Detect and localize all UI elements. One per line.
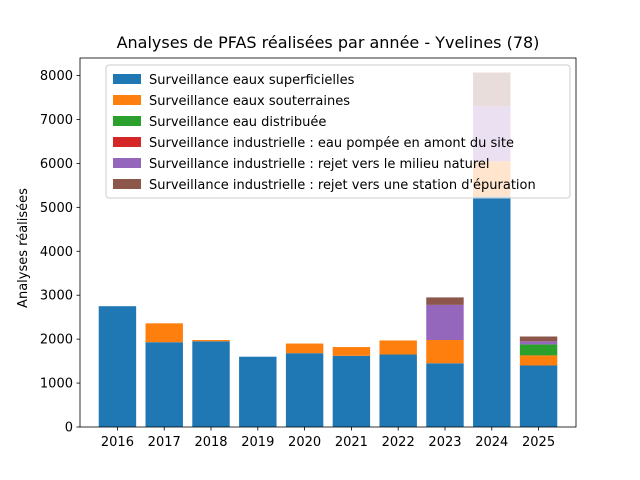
legend-box xyxy=(105,64,571,199)
bar-2025-series-2 xyxy=(519,344,558,356)
y-tick-label: 2000 xyxy=(40,333,73,348)
bar-2023-series-1 xyxy=(426,340,464,364)
x-tick-label: 2016 xyxy=(101,435,134,450)
x-tick-label: 2019 xyxy=(241,435,274,450)
legend: Surveillance eaux superficielles Surveill… xyxy=(105,64,571,199)
legend-entry: Surveillance industrielle : rejet vers l… xyxy=(149,157,490,172)
chart-title: Analyses de PFAS réalisées par année - Y… xyxy=(117,33,540,52)
bar-2019-series-0 xyxy=(239,356,277,427)
legend-swatch xyxy=(113,116,141,126)
bar-2021-series-1 xyxy=(332,347,371,356)
bar-2022-series-1 xyxy=(379,340,417,355)
y-tick-label: 3000 xyxy=(40,289,73,304)
legend-swatch xyxy=(113,95,141,105)
y-tick-label: 6000 xyxy=(40,157,73,172)
bar-2017-series-1 xyxy=(145,323,183,343)
bar-2023-series-0 xyxy=(426,363,464,427)
legend-swatch xyxy=(113,158,141,168)
y-tick-label: 8000 xyxy=(40,69,73,84)
bar-2020-series-1 xyxy=(285,343,324,354)
legend-entry: Surveillance industrielle : rejet vers u… xyxy=(149,178,536,193)
bar-2021-series-0 xyxy=(332,355,371,427)
bar-2016-series-0 xyxy=(98,306,137,427)
x-tick-label: 2017 xyxy=(148,435,181,450)
legend-entry: Surveillance eau distribuée xyxy=(149,115,326,130)
x-tick-label: 2024 xyxy=(475,435,508,450)
bar-2024-series-0 xyxy=(473,196,511,428)
legend-entry: Surveillance eaux souterraines xyxy=(149,94,350,109)
y-tick-label: 0 xyxy=(65,421,73,436)
x-tick-label: 2018 xyxy=(194,435,227,450)
bar-2018-series-1 xyxy=(192,340,230,342)
legend-entry: Surveillance industrielle : eau pompée e… xyxy=(149,136,514,151)
legend-swatch xyxy=(113,137,141,147)
x-tick-label: 2023 xyxy=(428,435,461,450)
bar-2025-series-4 xyxy=(519,341,558,345)
legend-swatch xyxy=(113,179,141,189)
bar-2023-series-4 xyxy=(426,304,464,341)
x-tick-label: 2021 xyxy=(335,435,368,450)
axes-layer: 0 1000 2000 3000 4000 5000 6000 7000 8000 2016 201… xyxy=(40,57,577,450)
y-axis-label: Analyses réalisées xyxy=(16,188,31,308)
y-tick-label: 5000 xyxy=(40,201,73,216)
x-tick-label: 2025 xyxy=(522,435,555,450)
y-tick-label: 4000 xyxy=(40,245,73,260)
y-tick-label: 7000 xyxy=(40,113,73,128)
bar-2022-series-0 xyxy=(379,354,417,427)
legend-entry: Surveillance eaux superficielles xyxy=(149,73,355,88)
bar-2025-series-5 xyxy=(519,336,558,342)
bar-2023-series-5 xyxy=(426,297,464,305)
legend-swatch xyxy=(113,74,141,84)
plot-frame xyxy=(79,57,577,428)
bar-2017-series-0 xyxy=(145,342,183,427)
bar-2025-series-1 xyxy=(519,355,558,366)
bar-2018-series-0 xyxy=(192,341,230,427)
x-tick-label: 2022 xyxy=(382,435,415,450)
bar-2020-series-0 xyxy=(285,353,324,427)
bar-2025-series-0 xyxy=(519,365,558,427)
x-tick-label: 2020 xyxy=(288,435,321,450)
y-tick-label: 1000 xyxy=(40,377,73,392)
